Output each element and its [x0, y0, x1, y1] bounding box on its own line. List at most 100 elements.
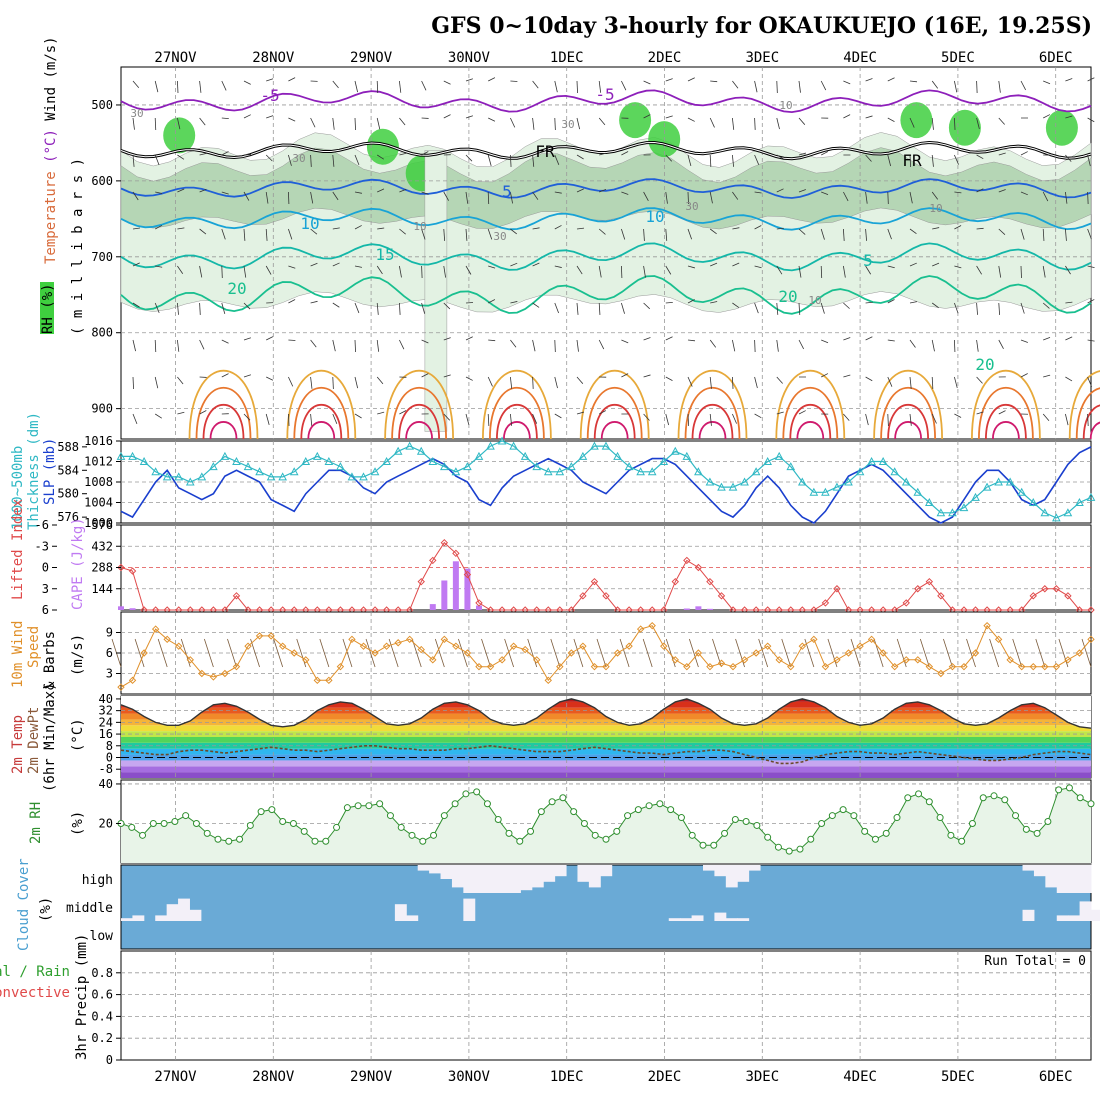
wind-barb [687, 77, 695, 82]
rh2m-marker [828, 812, 836, 820]
wind-barb [554, 225, 562, 230]
wind-barb [687, 265, 696, 269]
contour-label: 10 [300, 214, 319, 233]
surface-temperature-contour [195, 386, 252, 440]
wind-barb [465, 336, 473, 341]
wind-speed-marker [556, 662, 564, 671]
wind-barb [354, 117, 356, 130]
wind-barb [1087, 299, 1095, 304]
wind-speed-marker [302, 656, 310, 664]
lifted-index-marker [706, 577, 714, 586]
wind-barb [909, 262, 917, 267]
wind10m-barb [458, 638, 468, 668]
wind-barb [576, 188, 584, 193]
wind-barb [687, 413, 690, 426]
rh2m-marker [268, 806, 276, 814]
wind-barb [132, 80, 140, 89]
chart-title: GFS 0~10day 3-hourly for OKAUKUEJO (16E,… [431, 13, 1092, 39]
wind-speed-marker [151, 625, 160, 633]
wind-speed-marker [971, 649, 980, 657]
tick-label: 700 [91, 250, 113, 264]
temp2m-line [120, 698, 1092, 729]
tick-label: 600 [91, 174, 113, 188]
rh2m-marker [171, 818, 179, 825]
wind-barb [487, 413, 490, 426]
wind-barb [199, 410, 207, 415]
surface-temperature-contour [398, 403, 440, 440]
wind-barb [532, 262, 540, 267]
wind-speed-marker [359, 642, 368, 650]
wind-speed-marker [290, 649, 298, 657]
wind-barb [1020, 339, 1028, 343]
cloud-high-cell [737, 865, 750, 882]
wind-barb [265, 413, 270, 425]
rh2m-marker [947, 831, 955, 839]
wind-barb [932, 262, 940, 267]
date-label-top: 5DEC [941, 50, 975, 66]
wind-barb [443, 228, 446, 241]
wind-barb [221, 265, 223, 278]
wind-barb [1087, 117, 1095, 123]
cape-lifted-panel: -6 -3 0 3 6 576 432 288 144 Lifted Index CAPE (J… [10, 499, 1095, 617]
temp2m-series [120, 698, 1092, 765]
run-total: Run Total = 0 [984, 954, 1086, 969]
slp-marker [243, 462, 253, 471]
rh2m-marker [160, 819, 168, 827]
wind-barb [332, 262, 340, 267]
surface-temperature-contour [796, 421, 825, 440]
wind-barb [687, 228, 693, 240]
wind-barb [332, 227, 340, 230]
slp-marker [347, 472, 357, 481]
wind-barb [221, 302, 226, 314]
wind-speed-marker [983, 621, 991, 630]
tick-label: 40 [99, 777, 113, 791]
lifted-index-marker [440, 539, 449, 547]
tick-label: 584 [57, 463, 79, 477]
wind-barb [998, 410, 1006, 415]
wind-barb [843, 228, 845, 241]
cloud-high-cell [486, 865, 499, 893]
rh2m-marker [1065, 784, 1073, 792]
contour-label: 5 [502, 182, 512, 201]
date-label-top: 2DEC [648, 50, 682, 66]
wind-barb [887, 413, 889, 426]
wind-barb [1087, 376, 1093, 387]
wind10m-barb [365, 638, 376, 668]
cloud-mid-cell [1091, 909, 1100, 921]
wind-barb [487, 191, 490, 204]
upper-wind-barbs [132, 77, 1095, 426]
thickness-line [120, 446, 1092, 524]
wind-barb [132, 227, 141, 230]
wind-speed-marker [267, 632, 275, 640]
surface-temperature-contour [586, 386, 643, 440]
wind10m-barb [1081, 638, 1092, 668]
lifted-index-marker [1029, 592, 1037, 600]
wind-barb [709, 154, 712, 167]
slp-marker [624, 462, 634, 471]
slp-marker [590, 441, 599, 450]
date-label-bottom: 30NOV [448, 1069, 491, 1085]
wind-barb [643, 228, 645, 241]
lifted-index-line [120, 541, 1091, 611]
wind-barb [399, 117, 406, 126]
slp-marker [763, 456, 773, 465]
rh2m-marker [203, 829, 211, 837]
wind10m-label-2: Speed [26, 626, 42, 668]
wind10m-barb [689, 638, 699, 668]
surface-temperature-contour [691, 403, 734, 440]
wind-barb [665, 265, 672, 275]
wind-barb [243, 374, 252, 378]
wind-speed-marker [636, 625, 645, 633]
tick-label: 576 [57, 510, 79, 524]
slp-marker [682, 451, 692, 460]
temperature-unit: (°C) [43, 129, 59, 163]
temperature-band [121, 760, 1091, 767]
wind10m-ticks: 9 6 3 [106, 626, 121, 681]
surface-temperature-contour [293, 386, 350, 440]
wind-barb [288, 265, 296, 269]
lifted-index-marker [602, 592, 610, 600]
tick-label: 6 [42, 603, 49, 617]
wind-barb [554, 376, 558, 389]
rh-legend-swatch [40, 282, 54, 334]
